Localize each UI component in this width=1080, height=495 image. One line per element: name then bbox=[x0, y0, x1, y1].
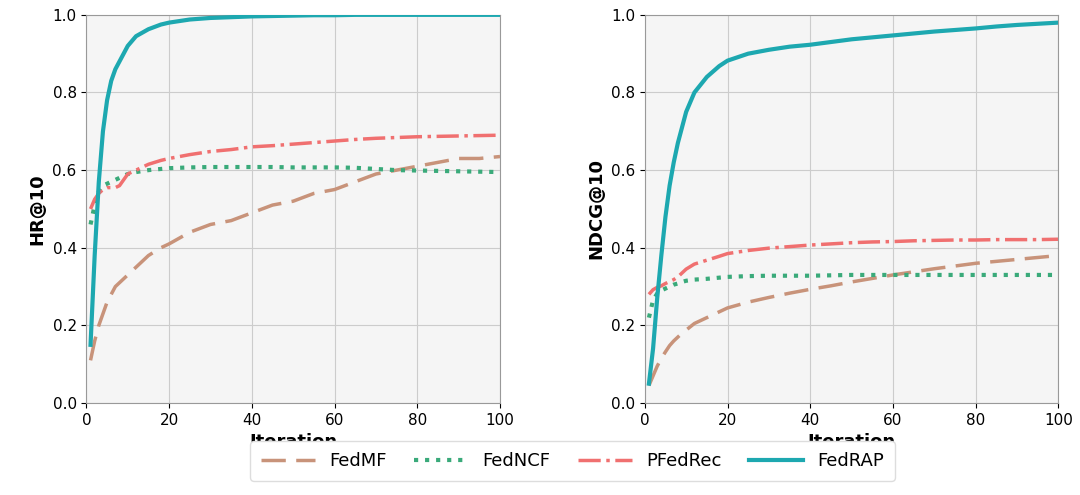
X-axis label: Iteration: Iteration bbox=[249, 433, 337, 451]
Y-axis label: NDCG@10: NDCG@10 bbox=[588, 158, 605, 259]
X-axis label: Iteration: Iteration bbox=[808, 433, 895, 451]
Legend: FedMF, FedNCF, PFedRec, FedRAP: FedMF, FedNCF, PFedRec, FedRAP bbox=[249, 442, 895, 481]
Y-axis label: HR@10: HR@10 bbox=[29, 173, 46, 245]
